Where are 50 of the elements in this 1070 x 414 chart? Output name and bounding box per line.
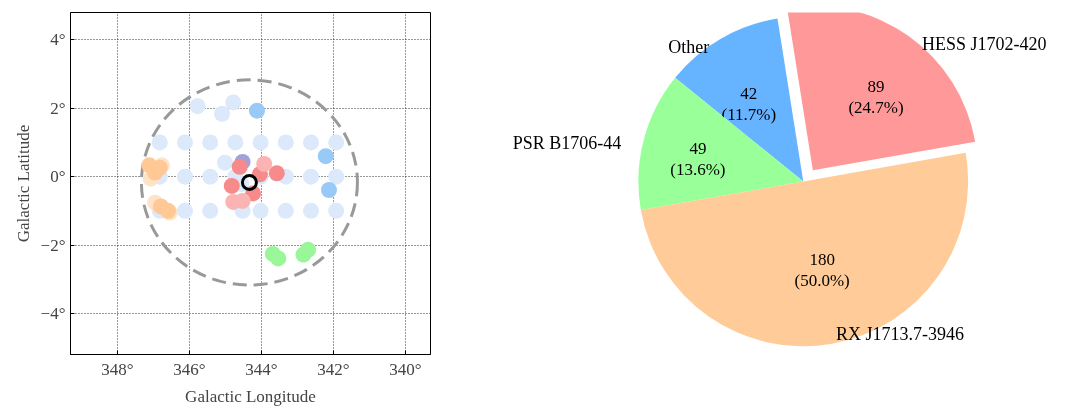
x-tick-label: 342°: [317, 359, 350, 379]
point: [248, 102, 265, 119]
point: [302, 202, 319, 219]
x-axis-title: Galactic Longitude: [185, 386, 316, 406]
point: [320, 182, 337, 198]
point: [252, 202, 269, 219]
point: [202, 168, 219, 185]
point: [225, 94, 242, 111]
point: [189, 98, 206, 115]
point: [176, 168, 193, 185]
point: [317, 148, 334, 165]
point: [176, 202, 193, 219]
x-tick-label: 346°: [173, 359, 206, 379]
slice-label: RX J1713.7-3946: [835, 324, 964, 345]
y-tick-label: 2°: [50, 98, 66, 118]
point: [328, 168, 345, 185]
slice-label: PSR B1706-44: [512, 132, 622, 153]
point: [270, 250, 287, 267]
point: [328, 202, 345, 219]
point: [256, 156, 273, 172]
y-tick-label: −4°: [40, 303, 66, 323]
point: [176, 134, 193, 151]
point: [223, 177, 240, 194]
point: [302, 134, 319, 151]
x-tick-label: 340°: [389, 359, 422, 379]
point: [202, 134, 219, 151]
slice-label: Other: [668, 36, 710, 57]
point: [227, 134, 244, 151]
point: [268, 165, 285, 182]
y-tick-label: 0°: [50, 167, 66, 187]
y-tick-label: 4°: [50, 30, 66, 50]
data-label: 89 (24.7%): [848, 77, 904, 118]
y-axis-title: Galactic Latitude: [13, 124, 33, 243]
y-tick-label: −2°: [40, 235, 66, 255]
slice-label: HESS J1702-420: [922, 33, 1047, 54]
x-tick-label: 348°: [101, 359, 134, 379]
point: [300, 241, 317, 258]
point: [328, 134, 345, 151]
x-tick-label: 344°: [245, 359, 278, 379]
point: [277, 134, 294, 151]
point: [231, 158, 248, 175]
point: [216, 154, 233, 171]
point: [302, 168, 319, 185]
point: [214, 105, 231, 122]
point: [151, 134, 168, 151]
point: [252, 134, 269, 151]
point: [202, 202, 219, 219]
data-label: 180 (50.0%): [794, 250, 850, 290]
point: [277, 202, 294, 219]
data-label: 49 (13.6%): [670, 138, 726, 179]
